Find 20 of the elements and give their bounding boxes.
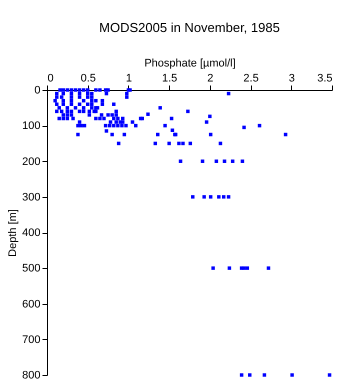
y-tick-label: 200 <box>22 156 40 168</box>
y-axis-title: Depth [m] <box>7 209 20 257</box>
y-tick-label: 500 <box>22 262 40 275</box>
x-tick-label: 3.5 <box>317 72 332 84</box>
x-tick-label: 1.5 <box>162 72 178 84</box>
x-tick-label: 0.5 <box>80 72 96 84</box>
y-tick-label: 400 <box>22 227 40 239</box>
y-tick-label: 800 <box>22 370 40 382</box>
x-tick-label: 2.5 <box>243 72 259 84</box>
y-tick-label: 300 <box>22 191 40 204</box>
x-tick-label: 1 <box>126 72 132 84</box>
y-tick-label: 100 <box>22 120 40 132</box>
x-axis-title: Phosphate [µmol/l] <box>144 58 236 70</box>
y-tick-label: 600 <box>22 298 40 310</box>
x-tick-label: 3 <box>288 72 295 84</box>
x-tick-label: 2 <box>207 72 214 84</box>
x-tick-label: 0 <box>48 72 54 84</box>
y-tick-label: 700 <box>22 334 40 346</box>
chart-title: MODS2005 in November, 1985 <box>99 20 280 35</box>
y-tick-label: 0 <box>34 84 40 96</box>
